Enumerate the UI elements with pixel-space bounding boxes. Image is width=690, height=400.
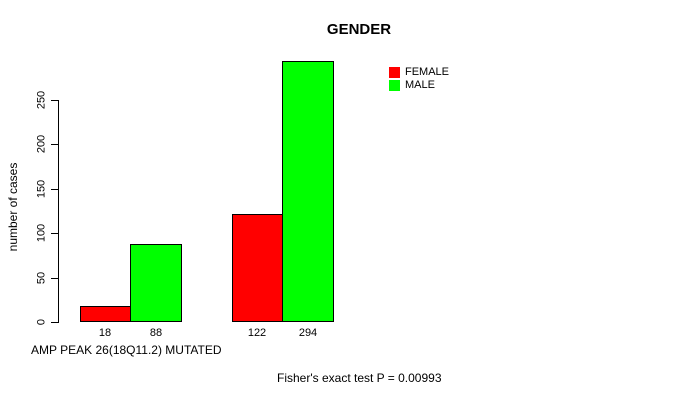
legend-label-male: MALE	[405, 79, 435, 91]
y-tick-100	[51, 233, 58, 234]
legend-label-female: FEMALE	[405, 66, 450, 78]
bar-value-label-female-1: 18	[98, 327, 112, 339]
y-axis-line	[58, 100, 59, 323]
fisher-test-annotation: Fisher's exact test P = 0.00993	[277, 371, 442, 385]
y-tick-150	[51, 189, 58, 190]
bar-male-group-2	[282, 61, 334, 322]
bar-value-label-male-1: 88	[149, 327, 163, 339]
chart-title: GENDER	[326, 21, 392, 38]
y-tick-200	[51, 144, 58, 145]
legend: FEMALE MALE	[389, 66, 449, 92]
y-tick-label-100: 100	[35, 223, 48, 243]
bar-value-label-male-2: 294	[298, 327, 318, 339]
y-axis-title: number of cases	[6, 162, 20, 252]
y-tick-0	[51, 322, 58, 323]
y-tick-label-0: 0	[35, 318, 48, 326]
bar-value-label-female-2: 122	[247, 327, 267, 339]
female-color-swatch	[389, 67, 400, 78]
y-tick-label-50: 50	[35, 271, 48, 285]
y-tick-label-200: 200	[35, 134, 48, 154]
y-tick-50	[51, 278, 58, 279]
bar-female-group-2	[232, 214, 283, 322]
y-tick-label-250: 250	[35, 90, 48, 110]
bar-female-group-1	[80, 306, 131, 322]
bar-male-group-1	[130, 244, 182, 322]
x-axis-title: AMP PEAK 26(18Q11.2) MUTATED	[31, 343, 222, 357]
y-tick-250	[51, 100, 58, 101]
y-tick-label-150: 150	[35, 179, 48, 199]
legend-item-female: FEMALE	[389, 66, 449, 79]
legend-item-male: MALE	[389, 79, 449, 92]
male-color-swatch	[389, 80, 400, 91]
